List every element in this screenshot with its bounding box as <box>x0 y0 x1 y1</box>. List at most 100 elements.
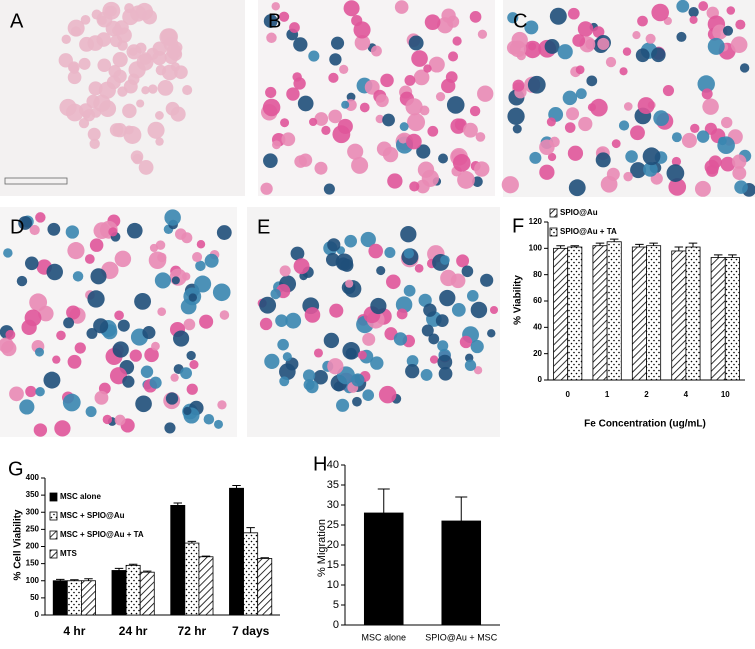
cell <box>408 35 424 51</box>
panel-label: F <box>512 215 524 237</box>
cell <box>108 227 118 237</box>
bar <box>125 564 141 616</box>
y-axis-title: % Viability <box>513 275 524 325</box>
cell <box>489 305 499 315</box>
cell <box>378 385 397 404</box>
cell <box>329 303 344 318</box>
cell <box>474 161 490 177</box>
cell <box>529 151 542 164</box>
x-tick-label: 4 <box>684 390 689 399</box>
cell <box>448 51 459 62</box>
y-tick-label: 80 <box>533 270 542 279</box>
cell <box>314 112 329 126</box>
cell <box>668 178 687 196</box>
error-bar <box>595 242 605 246</box>
cell <box>82 110 91 119</box>
error-bar <box>635 243 644 248</box>
cell <box>630 125 645 141</box>
cell <box>259 317 273 331</box>
panel-label: A <box>10 10 24 32</box>
cell <box>721 116 733 129</box>
cell <box>394 0 409 14</box>
cell <box>606 167 620 181</box>
cell <box>469 11 482 23</box>
cell <box>87 127 101 141</box>
cell <box>314 161 328 175</box>
cell <box>293 258 310 275</box>
cell <box>61 34 71 44</box>
cell <box>643 162 658 177</box>
cell <box>91 9 102 20</box>
cell <box>78 57 91 70</box>
cell <box>66 305 81 320</box>
cell <box>395 296 413 313</box>
cell <box>557 44 573 60</box>
cell <box>575 88 587 100</box>
x-tick-label: MSC alone <box>361 632 406 642</box>
cell <box>428 56 445 73</box>
cell <box>262 98 281 117</box>
cell <box>65 103 84 122</box>
cell <box>122 375 135 388</box>
x-tick-label: 10 <box>721 390 730 399</box>
cell <box>97 58 112 73</box>
cell <box>480 273 494 287</box>
cell <box>63 317 75 329</box>
y-tick-label: 120 <box>529 217 543 226</box>
cell <box>308 50 320 62</box>
cell <box>722 25 734 36</box>
cell <box>90 107 102 118</box>
bar <box>111 570 127 616</box>
cell <box>99 100 117 118</box>
cell <box>157 307 167 317</box>
cell <box>605 56 617 68</box>
cell <box>135 42 147 54</box>
cell <box>509 40 527 58</box>
cell <box>129 349 142 362</box>
cell <box>477 85 494 102</box>
cell <box>589 98 608 117</box>
cell <box>192 252 203 263</box>
cell <box>46 263 63 281</box>
legend-label: MTS <box>60 549 78 558</box>
cell <box>110 34 123 48</box>
cell <box>128 47 138 56</box>
cell <box>302 369 316 382</box>
cell <box>351 373 365 387</box>
cell <box>546 117 556 127</box>
cell <box>398 133 408 144</box>
legend-swatch <box>49 511 58 521</box>
cell <box>619 67 628 76</box>
cell <box>575 65 585 75</box>
cell <box>24 256 39 271</box>
cell <box>87 290 105 308</box>
error-bar <box>142 570 152 573</box>
legend-label: MSC + SPIO@Au <box>60 511 125 520</box>
cell <box>577 21 594 37</box>
cell <box>427 125 439 137</box>
cell <box>544 39 560 54</box>
cell <box>473 366 483 375</box>
cell <box>351 156 369 174</box>
cell <box>154 272 171 289</box>
cell <box>393 332 408 346</box>
bar <box>646 245 662 381</box>
cell <box>403 284 416 297</box>
cell <box>54 420 71 437</box>
cell <box>94 390 109 405</box>
cell <box>618 120 630 131</box>
cell <box>623 171 633 182</box>
cell <box>52 355 61 364</box>
cell <box>327 238 341 252</box>
bar <box>606 241 622 381</box>
cell <box>671 156 682 167</box>
cell <box>438 366 453 381</box>
cell <box>67 354 82 369</box>
cell <box>275 314 288 327</box>
cell <box>528 42 537 51</box>
cell <box>122 103 137 119</box>
y-tick-label: 400 <box>26 473 40 482</box>
cell <box>136 99 145 108</box>
cell <box>547 152 557 162</box>
cell <box>351 15 363 27</box>
